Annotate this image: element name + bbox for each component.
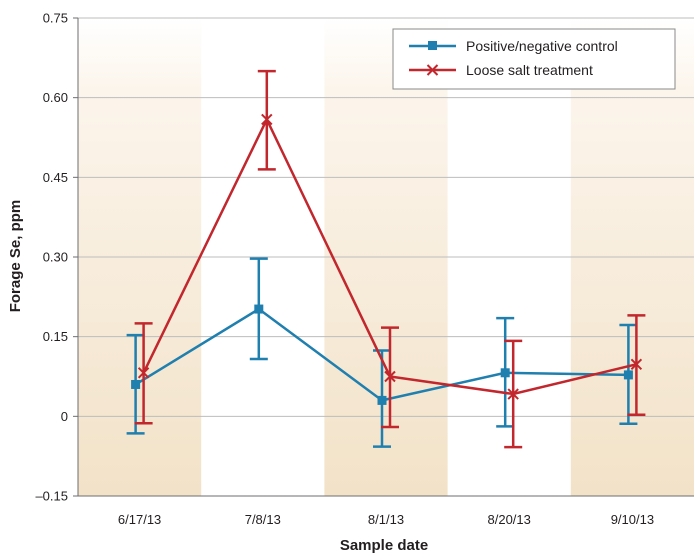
gridlines: [78, 17, 694, 417]
x-tick-label: 8/20/13: [488, 512, 531, 527]
y-tick-labels: –0.15 0 0.15 0.30 0.45 0.60 0.75: [35, 11, 78, 504]
series-group: [126, 69, 646, 449]
data-point: [623, 370, 633, 380]
legend-marker-loose-salt: [426, 64, 439, 76]
data-point: [377, 395, 387, 405]
x-axis-title: Sample date: [340, 537, 428, 554]
data-point: [500, 368, 510, 378]
x-tick-label: 6/17/13: [118, 512, 161, 527]
y-tick-label: –0.15: [35, 489, 68, 504]
legend: Positive/negative control Loose salt tre…: [392, 28, 676, 90]
data-point: [507, 388, 519, 400]
data-point: [131, 379, 141, 389]
y-tick-label: 0.60: [43, 90, 68, 105]
y-axis-title: Forage Se, ppm: [7, 200, 24, 313]
legend-label-loose-salt: Loose salt treatment: [466, 62, 593, 78]
series-control: [126, 257, 638, 448]
series-loose-salt: [134, 69, 646, 449]
legend-label-control: Positive/negative control: [466, 38, 618, 54]
data-point: [261, 113, 273, 126]
y-tick-label: 0.45: [43, 170, 68, 185]
y-tick-label: 0: [61, 409, 68, 424]
x-tick-label: 9/10/13: [611, 512, 654, 527]
data-point: [384, 370, 396, 383]
x-tick-labels: 6/17/13 7/8/13 8/1/13 8/20/13 9/10/13: [118, 512, 654, 527]
legend-box: [392, 28, 676, 90]
legend-marker-control: [428, 41, 437, 50]
x-tick-label: 8/1/13: [368, 512, 404, 527]
data-point: [630, 358, 643, 370]
y-tick-label: 0.15: [43, 329, 68, 344]
data-point: [254, 304, 264, 314]
legend-x-marker: [426, 64, 439, 76]
y-tick-label: 0.75: [43, 11, 68, 26]
x-tick-label: 7/8/13: [245, 512, 281, 527]
y-tick-label: 0.30: [43, 250, 68, 265]
data-point: [137, 367, 150, 379]
